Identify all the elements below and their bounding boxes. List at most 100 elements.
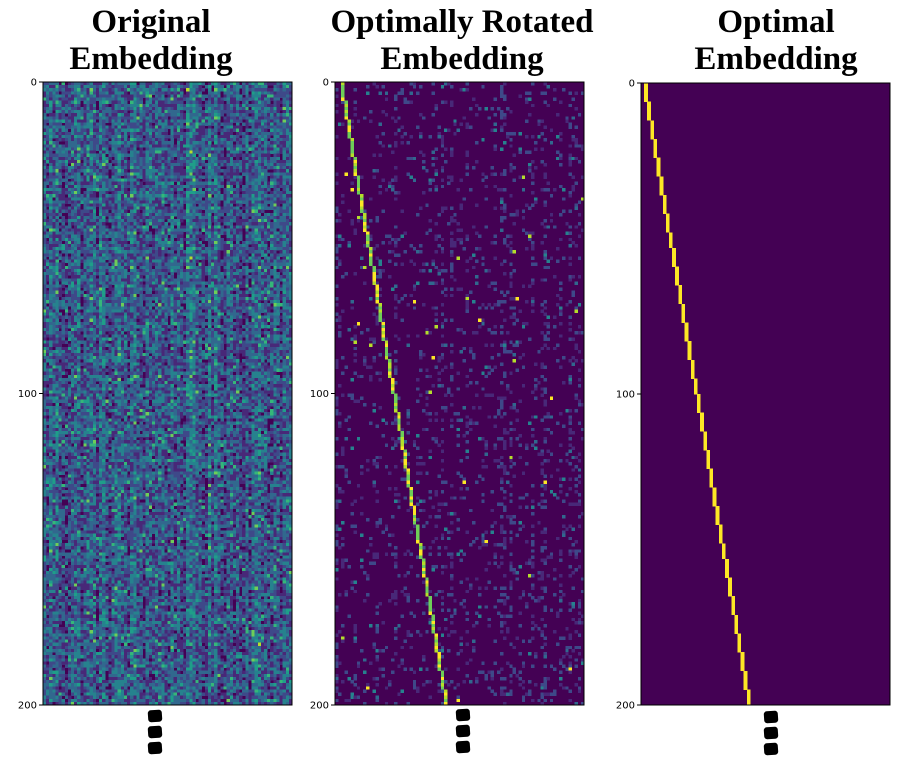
heatmap-cell bbox=[235, 262, 240, 267]
heatmap-cell bbox=[155, 141, 159, 145]
heatmap-cell bbox=[189, 159, 193, 164]
heatmap-cell bbox=[242, 138, 246, 142]
heatmap-cell bbox=[245, 106, 249, 111]
heatmap-cell bbox=[89, 169, 94, 173]
heatmap-cell bbox=[99, 250, 103, 254]
heatmap-cell bbox=[114, 110, 118, 114]
heatmap-cell bbox=[43, 281, 47, 285]
heatmap-cell bbox=[198, 250, 203, 254]
heatmap-cell bbox=[229, 200, 234, 204]
heatmap-cell bbox=[99, 113, 103, 117]
heatmap-cell bbox=[273, 150, 277, 154]
heatmap-cell bbox=[64, 94, 69, 98]
heatmap-cell bbox=[158, 256, 162, 260]
heatmap-cell bbox=[105, 225, 109, 229]
heatmap-cell bbox=[89, 122, 94, 126]
heatmap-cell bbox=[235, 209, 240, 214]
heatmap-cell bbox=[192, 278, 196, 282]
heatmap-cell bbox=[52, 272, 56, 276]
heatmap-cell bbox=[108, 128, 112, 133]
heatmap-cell bbox=[192, 100, 196, 105]
heatmap-cell bbox=[133, 138, 137, 142]
heatmap-cell bbox=[251, 122, 255, 126]
heatmap-cell bbox=[139, 234, 143, 239]
heatmap-cell bbox=[67, 113, 72, 117]
heatmap-cell bbox=[46, 128, 50, 133]
heatmap-cell bbox=[285, 153, 290, 158]
heatmap-cell bbox=[254, 113, 259, 117]
heatmap-cell bbox=[201, 278, 206, 282]
heatmap-cell bbox=[285, 191, 290, 195]
heatmap-cell bbox=[145, 97, 150, 101]
heatmap-cell bbox=[49, 100, 53, 105]
heatmap-cell bbox=[167, 200, 171, 204]
heatmap-cell bbox=[179, 159, 184, 164]
heatmap-cell bbox=[195, 284, 199, 288]
heatmap-cell bbox=[133, 200, 137, 204]
heatmap-cell bbox=[77, 206, 81, 211]
heatmap-cell bbox=[217, 231, 221, 235]
heatmap-cell bbox=[99, 166, 103, 170]
heatmap-cell bbox=[183, 162, 187, 167]
heatmap-cell bbox=[245, 259, 249, 263]
heatmap-cell bbox=[211, 197, 215, 201]
heatmap-cell bbox=[279, 91, 283, 95]
heatmap-cell bbox=[226, 219, 231, 223]
heatmap-cell bbox=[49, 197, 53, 201]
heatmap-cell bbox=[158, 191, 162, 195]
heatmap-cell bbox=[232, 150, 237, 154]
heatmap-cell bbox=[151, 82, 156, 86]
heatmap-cell bbox=[99, 272, 103, 276]
heatmap-cell bbox=[89, 203, 94, 207]
heatmap-cell bbox=[273, 113, 277, 117]
heatmap-cell bbox=[164, 206, 168, 211]
heatmap-cell bbox=[108, 156, 112, 161]
heatmap-cell bbox=[282, 203, 287, 207]
heatmap-cell bbox=[164, 250, 168, 254]
heatmap-cell bbox=[71, 219, 75, 223]
heatmap-cell bbox=[195, 103, 199, 108]
heatmap-cell bbox=[251, 125, 255, 130]
heatmap-cell bbox=[229, 275, 234, 279]
heatmap-cell bbox=[155, 209, 159, 214]
heatmap-cell bbox=[214, 250, 218, 254]
heatmap-cell bbox=[139, 259, 143, 263]
heatmap-cell bbox=[158, 122, 162, 126]
heatmap-cell bbox=[282, 206, 287, 211]
heatmap-cell bbox=[229, 287, 234, 292]
heatmap-cell bbox=[52, 181, 56, 186]
heatmap-cell bbox=[89, 172, 94, 176]
heatmap-cell bbox=[285, 100, 290, 105]
heatmap-cell bbox=[151, 153, 156, 158]
heatmap-cell bbox=[49, 203, 53, 207]
heatmap-cell bbox=[204, 287, 209, 292]
heatmap-cell bbox=[229, 94, 234, 98]
heatmap-cell bbox=[239, 231, 243, 235]
heatmap-cell bbox=[123, 82, 128, 86]
heatmap-cell bbox=[198, 272, 203, 276]
heatmap-cell bbox=[207, 250, 212, 254]
heatmap-cell bbox=[189, 138, 193, 142]
heatmap-cell bbox=[102, 169, 106, 173]
heatmap-cell bbox=[217, 265, 221, 270]
heatmap-cell bbox=[80, 82, 84, 86]
heatmap-cell bbox=[155, 219, 159, 223]
heatmap-cell bbox=[201, 103, 206, 108]
heatmap-cell bbox=[263, 278, 268, 282]
heatmap-cell bbox=[92, 166, 97, 170]
heatmap-cell bbox=[217, 156, 221, 161]
heatmap-cell bbox=[127, 250, 131, 254]
heatmap-cell bbox=[95, 197, 100, 201]
heatmap-cell bbox=[46, 88, 50, 92]
heatmap-cell bbox=[108, 228, 112, 232]
heatmap-cell bbox=[80, 278, 84, 282]
heatmap-cell bbox=[92, 272, 97, 276]
heatmap-cell bbox=[117, 159, 122, 164]
heatmap-cell bbox=[120, 116, 125, 120]
heatmap-cell bbox=[102, 191, 106, 195]
heatmap-cell bbox=[83, 141, 87, 145]
heatmap-cell bbox=[211, 119, 215, 123]
heatmap-cell bbox=[130, 262, 134, 267]
heatmap-cell bbox=[192, 138, 196, 142]
heatmap-cell bbox=[114, 119, 118, 123]
